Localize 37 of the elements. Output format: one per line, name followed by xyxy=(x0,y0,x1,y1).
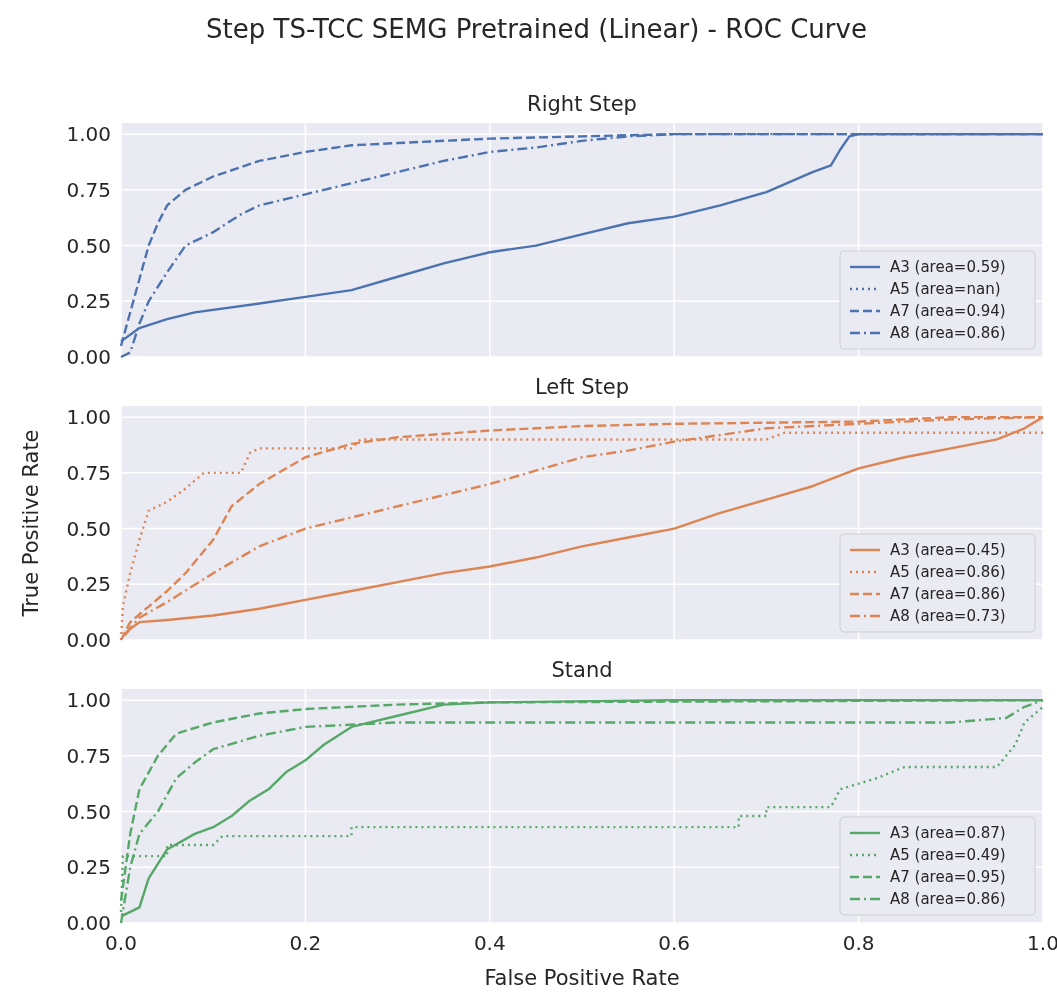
x-tick-label: 0.2 xyxy=(289,931,322,955)
y-tick-label: 0.50 xyxy=(66,516,111,541)
legend-label: A7 (area=0.95) xyxy=(890,868,1006,887)
legend-label: A7 (area=0.94) xyxy=(890,302,1006,321)
text: Step TS-TCC SEMG Pretrained (Linear) - ROC Curve xyxy=(206,14,867,44)
y-tick-label: 0.25 xyxy=(66,289,111,314)
y-tick-label: 0.00 xyxy=(66,628,111,652)
y-tick-label: 1.00 xyxy=(66,688,111,713)
legend-label: A5 (area=nan) xyxy=(890,280,1001,299)
legend-label: A3 (area=0.87) xyxy=(890,824,1006,843)
y-tick-label: 0.50 xyxy=(66,799,111,824)
y-tick-label: 0.00 xyxy=(66,345,111,369)
legend-label: A5 (area=0.86) xyxy=(890,563,1006,582)
chart-title: Left Step xyxy=(535,375,629,399)
chart-title: Stand xyxy=(551,658,613,682)
y-tick-label: 0.75 xyxy=(66,743,111,768)
x-tick-label: 0.8 xyxy=(842,931,875,955)
legend-label: A8 (area=0.73) xyxy=(890,607,1006,626)
y-tick-label: 0.25 xyxy=(66,855,111,880)
x-tick-label: 0.4 xyxy=(473,931,506,955)
x-tick-label: 0.6 xyxy=(658,931,691,955)
y-tick-label: 0.75 xyxy=(66,460,111,485)
chart-title: Right Step xyxy=(527,92,637,116)
legend-label: A8 (area=0.86) xyxy=(890,890,1006,909)
y-tick-label: 0.25 xyxy=(66,572,111,597)
legend-label: A7 (area=0.86) xyxy=(890,585,1006,604)
legend-label: A3 (area=0.59) xyxy=(890,258,1006,277)
y-tick-label: 1.00 xyxy=(66,122,111,147)
legend-label: A8 (area=0.86) xyxy=(890,324,1006,343)
y-tick-label: 1.00 xyxy=(66,405,111,430)
y-tick-label: 0.50 xyxy=(66,233,111,258)
legend-label: A5 (area=0.49) xyxy=(890,846,1006,865)
legend-label: A3 (area=0.45) xyxy=(890,541,1006,560)
x-tick-label: 1.0 xyxy=(1027,931,1057,955)
x-axis-title: False Positive Rate xyxy=(484,966,680,990)
y-axis-title: True Positive Rate xyxy=(19,429,43,618)
y-tick-label: 0.75 xyxy=(66,177,111,202)
